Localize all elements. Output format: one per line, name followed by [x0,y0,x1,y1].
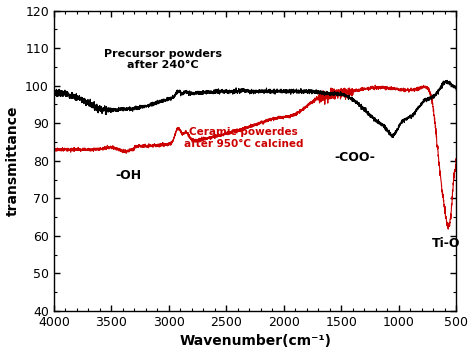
X-axis label: Wavenumber(cm⁻¹): Wavenumber(cm⁻¹) [179,335,331,348]
Text: -OH: -OH [116,169,142,182]
Text: -COO-: -COO- [335,150,376,164]
Text: Ti-O: Ti-O [432,237,460,250]
Text: Ceramic powerdes
after 950°C calcined: Ceramic powerdes after 950°C calcined [184,127,303,149]
Y-axis label: transmittance: transmittance [6,105,19,216]
Text: Precursor powders
after 240°C: Precursor powders after 240°C [104,48,222,70]
